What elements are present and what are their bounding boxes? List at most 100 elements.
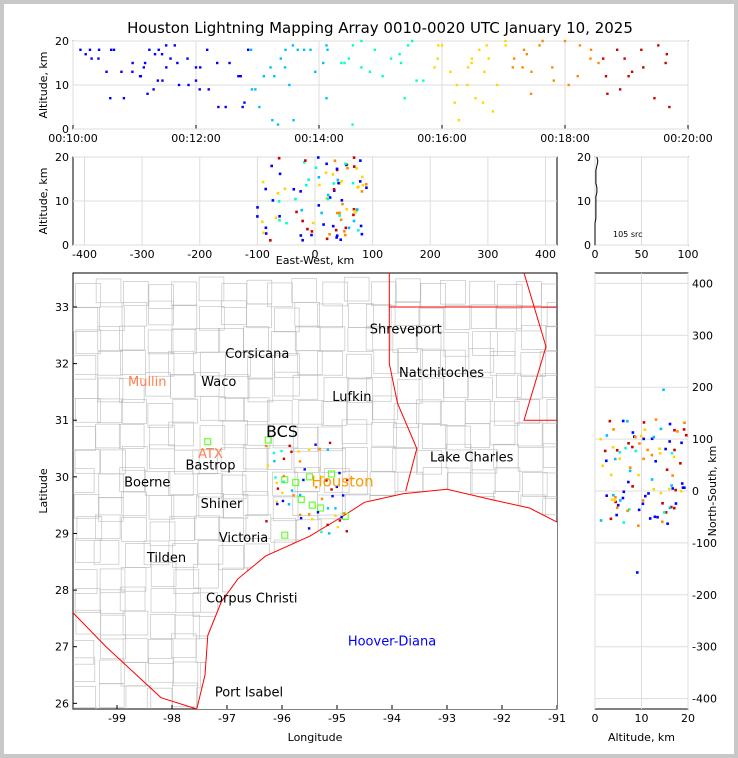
county-boundary — [144, 471, 171, 496]
source-point — [630, 70, 634, 73]
ew-source-point — [355, 208, 359, 212]
county-boundary — [222, 494, 249, 519]
source-point — [224, 105, 227, 109]
ns-source-point — [615, 506, 619, 510]
source-point — [511, 66, 515, 69]
map-source-point — [299, 516, 303, 520]
county-boundary — [245, 706, 271, 709]
county-boundary — [218, 328, 244, 353]
map-source-point — [326, 507, 330, 510]
county-boundary — [467, 713, 492, 737]
county-boundary — [75, 538, 101, 563]
county-boundary — [421, 424, 448, 449]
ns-source-point — [667, 487, 671, 491]
source-point — [567, 83, 570, 87]
county-boundary — [272, 496, 299, 522]
time-tick-label: 00:18:00 — [540, 132, 589, 145]
ns-source-point — [642, 457, 645, 461]
county-boundary — [514, 399, 540, 424]
county-boundary — [73, 468, 95, 493]
county-boundary — [150, 562, 177, 587]
ns-source-point — [668, 440, 671, 443]
place-label: Houston — [311, 472, 373, 490]
lat-tick-label: 31 — [55, 414, 69, 427]
map-source-point — [320, 497, 324, 501]
county-boundary — [122, 610, 149, 636]
county-boundary — [73, 707, 97, 709]
ns-source-point — [627, 442, 630, 445]
ew-source-point — [340, 198, 344, 202]
county-boundary — [342, 447, 368, 472]
ew-source-point — [354, 211, 358, 214]
map-source-point — [326, 448, 330, 451]
ew-source-point — [278, 214, 281, 218]
county-boundary — [199, 425, 226, 450]
source-point — [415, 79, 418, 82]
histogram-count-label: 105 src — [613, 230, 643, 239]
ew-source-point — [276, 192, 280, 195]
ew-source-point — [355, 167, 358, 170]
source-point — [79, 48, 82, 51]
county-boundary — [175, 588, 201, 613]
county-boundary — [247, 354, 273, 380]
ew-source-point — [304, 183, 308, 187]
source-point — [177, 83, 181, 87]
ew-source-point — [360, 232, 364, 236]
ns-source-point — [661, 501, 664, 505]
ew-source-point — [338, 211, 341, 215]
county-boundary — [74, 588, 101, 613]
ns-ylabel: North-South, km — [706, 446, 719, 537]
ns-source-point — [668, 506, 672, 510]
ns-source-point — [621, 419, 625, 423]
source-point — [653, 97, 656, 100]
source-point — [470, 57, 474, 60]
ew-source-point — [347, 226, 351, 230]
ns-source-point — [614, 496, 617, 499]
source-point — [604, 75, 608, 78]
county-boundary — [73, 494, 100, 519]
source-point — [109, 97, 112, 100]
source-point — [176, 61, 179, 65]
county-boundary — [493, 401, 520, 426]
source-point — [481, 101, 485, 104]
county-boundary — [266, 445, 293, 470]
ns-source-point — [670, 451, 674, 455]
county-boundary — [171, 494, 197, 519]
county-boundary — [198, 493, 224, 518]
source-point — [250, 88, 254, 91]
source-point — [521, 66, 524, 69]
source-point — [97, 48, 101, 51]
county-boundary — [271, 331, 297, 356]
ns-source-point — [641, 502, 645, 506]
map-source-point — [311, 518, 314, 521]
source-point — [552, 79, 556, 82]
ew-source-point — [325, 162, 328, 166]
ns-source-point — [634, 449, 638, 453]
ew-source-point — [283, 187, 287, 191]
map-source-point — [326, 523, 329, 527]
map-source-point — [281, 499, 285, 503]
source-point — [466, 66, 470, 69]
lon-tick-label: -97 — [218, 712, 236, 725]
state-border — [388, 273, 418, 492]
ew-source-point — [361, 175, 364, 179]
ew-source-point — [300, 208, 304, 212]
ns-source-point — [654, 459, 657, 463]
county-boundary — [347, 378, 373, 404]
ew-altitude-tick-label: 10 — [55, 195, 69, 208]
ew-source-point — [278, 172, 282, 176]
map-xlabel: Longitude — [288, 731, 343, 744]
lat-tick-label: 27 — [55, 641, 69, 654]
ns-source-point — [680, 441, 683, 445]
ns-source-point — [672, 506, 676, 510]
ew-tick-label: -400 — [72, 248, 97, 261]
source-point — [437, 44, 440, 47]
county-boundary — [171, 304, 198, 330]
lat-tick-label: 29 — [55, 527, 69, 540]
county-boundary — [148, 658, 174, 683]
ns-source-point — [665, 468, 669, 472]
source-point — [606, 92, 609, 95]
ew-source-point — [343, 230, 346, 233]
source-point — [551, 66, 554, 69]
ns-source-point — [642, 437, 645, 441]
